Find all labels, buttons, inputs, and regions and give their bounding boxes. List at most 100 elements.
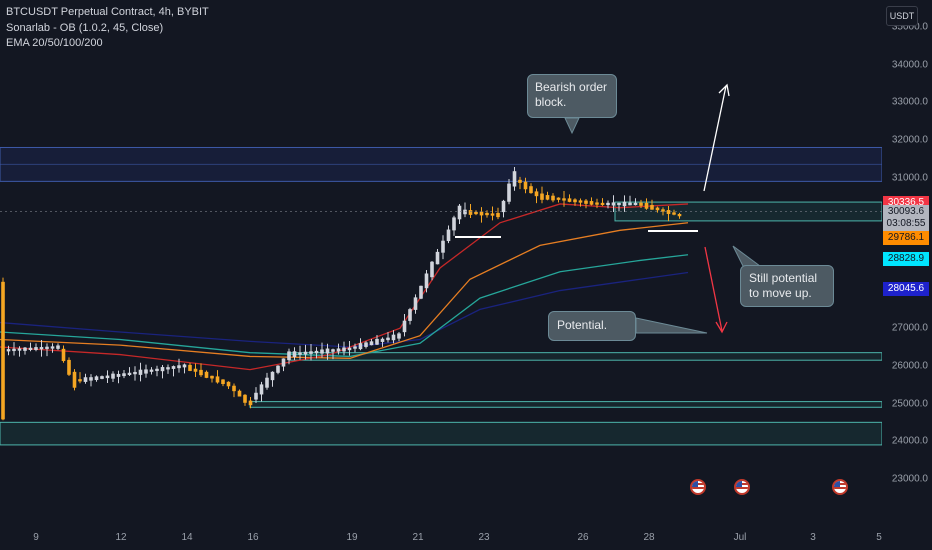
currency-button[interactable]: USDT: [886, 6, 918, 26]
candle-body: [430, 261, 434, 278]
price-axis[interactable]: 35000.0 34000.0 33000.0 32000.0 31000.0 27000…: [882, 0, 932, 520]
candle-body: [573, 199, 577, 203]
candle-body: [413, 297, 418, 310]
time-axis[interactable]: 9 12 14 16 19 21 23 26 28 Jul 3 5: [0, 520, 932, 550]
candle-body: [155, 368, 159, 372]
candle-body: [83, 377, 88, 382]
time-tick-label: 28: [643, 532, 655, 543]
candle-body: [353, 346, 357, 349]
candle-body: [441, 240, 445, 253]
candle-body: [298, 352, 302, 355]
candle-body: [342, 347, 346, 352]
candle-body: [518, 179, 522, 183]
candle-body: [45, 346, 49, 349]
price-badge: 29786.1: [883, 230, 929, 245]
candle-body: [457, 205, 462, 220]
symbol-title[interactable]: BTCUSDT Perpetual Contract, 4h, BYBIT: [6, 6, 209, 18]
candle-body: [386, 337, 390, 341]
candle-body: [23, 347, 27, 351]
us-flag-icon[interactable]: [734, 479, 750, 495]
price-tick-label: 23000.0: [891, 473, 928, 485]
down-arrow-head: [715, 321, 728, 334]
indicator-ema-label[interactable]: EMA 20/50/100/200: [6, 37, 103, 49]
indicator-sonarlab-label[interactable]: Sonarlab - OB (1.0.2, 45, Close): [6, 22, 164, 34]
time-tick-label: 14: [181, 532, 193, 543]
ob-zone-24k: [0, 421, 882, 446]
candle-body: [595, 202, 599, 205]
candle-body: [6, 349, 11, 352]
candle-body: [650, 205, 654, 210]
us-flag-icon[interactable]: [832, 479, 848, 495]
candle-body: [270, 371, 275, 381]
candle-body: [468, 210, 473, 215]
price-tick-label: 35000.0: [891, 21, 928, 33]
candle-body: [105, 375, 110, 379]
candle-body: [507, 183, 511, 202]
candle-body: [182, 364, 187, 368]
candle-body: [28, 347, 33, 351]
price-badge: 03:08:55: [883, 217, 929, 232]
candle-body: [254, 392, 258, 400]
candle-body: [540, 193, 544, 200]
candle-body: [61, 348, 66, 362]
ema100-line: [0, 254, 689, 358]
candle-body: [287, 351, 291, 361]
candle-body: [672, 212, 676, 215]
ob-zone-25k: [249, 401, 882, 408]
candle-body: [496, 213, 500, 218]
us-flag-icon[interactable]: [690, 479, 706, 495]
candle-body: [347, 347, 352, 351]
candle-body: [34, 347, 38, 350]
candle-body: [210, 375, 214, 379]
candle-body: [281, 358, 286, 367]
candle-body: [89, 377, 93, 381]
candle-body: [474, 211, 478, 215]
time-tick-label: 9: [33, 532, 39, 543]
candle-body: [424, 273, 429, 289]
candle-body: [160, 367, 165, 372]
time-tick-label: 26: [577, 532, 589, 543]
candle-body: [204, 371, 209, 378]
price-tick-label: 24000.0: [891, 435, 928, 447]
candle-body: [600, 202, 605, 206]
candle-body: [567, 198, 572, 202]
candle-body: [644, 202, 649, 209]
callout-bearish-pointer: [564, 117, 580, 135]
candle-body: [336, 348, 341, 352]
candle-body: [232, 385, 236, 392]
candle-body: [606, 202, 610, 206]
price-tick-label: 34000.0: [891, 59, 928, 71]
time-tick-label: 16: [247, 532, 259, 543]
candle-body: [402, 320, 407, 333]
candle-body: [78, 379, 82, 382]
candle-body: [12, 348, 16, 352]
ema200-line: [0, 271, 689, 348]
candle-body: [144, 369, 148, 374]
candle-body: [72, 371, 77, 388]
price-tick-label: 31000.0: [891, 172, 928, 184]
candle-body: [292, 351, 297, 358]
candle-body: [133, 371, 137, 375]
time-tick-label: 12: [115, 532, 127, 543]
candle-body: [94, 376, 99, 381]
candle-body: [309, 351, 313, 354]
candle-body: [551, 195, 555, 201]
candle-body: [303, 351, 308, 355]
candle-body: [331, 349, 335, 352]
chart-area[interactable]: BTCUSDT Perpetual Contract, 4h, BYBIT So…: [0, 0, 882, 520]
up-arrow-line: [703, 85, 727, 192]
callout-still-potential: Still potential to move up.: [740, 265, 834, 307]
candle-body: [375, 338, 379, 345]
candle-body: [237, 390, 242, 397]
candle-body: [369, 341, 374, 346]
candle-body: [677, 213, 682, 217]
price-badge: 28045.6: [883, 281, 929, 296]
candle-body: [534, 191, 539, 197]
candle-body: [1, 281, 5, 420]
candle-body: [243, 394, 247, 403]
candle-body: [325, 348, 330, 354]
candle-body: [314, 350, 319, 354]
price-tick-label: 33000.0: [891, 96, 928, 108]
candle-body: [512, 171, 517, 187]
price-chart[interactable]: [0, 0, 882, 520]
